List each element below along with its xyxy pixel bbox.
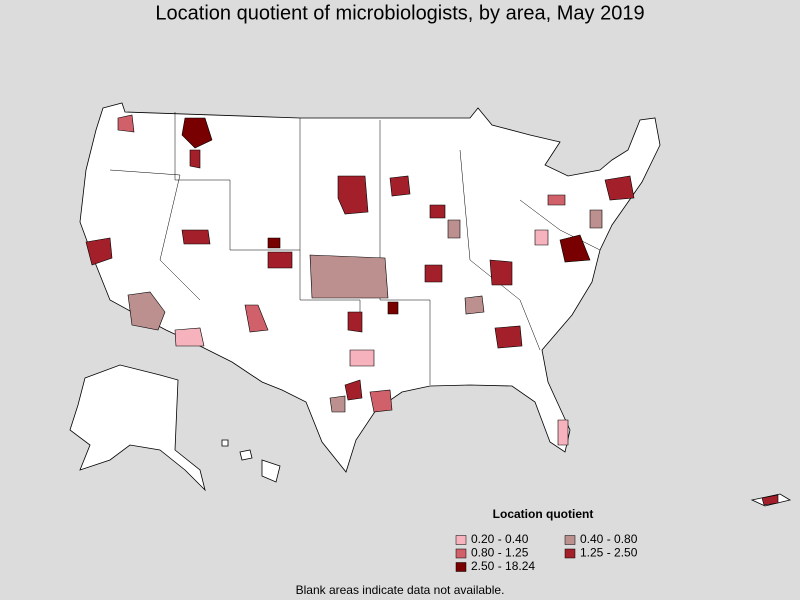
area <box>429 204 446 219</box>
legend-label: 0.80 - 1.25 <box>471 546 529 560</box>
area <box>189 149 201 169</box>
area <box>349 349 375 367</box>
state-lines <box>379 120 431 385</box>
area <box>604 175 635 201</box>
area <box>494 325 523 349</box>
areas <box>85 114 779 506</box>
area <box>337 175 369 215</box>
area <box>559 234 591 263</box>
area <box>117 114 135 133</box>
area <box>387 301 399 315</box>
state-lines <box>109 169 201 301</box>
area <box>464 295 485 315</box>
footnote: Blank areas indicate data not available. <box>296 583 505 597</box>
state-lines <box>174 112 361 330</box>
area <box>127 291 166 331</box>
area <box>489 259 513 286</box>
area <box>267 251 293 269</box>
area <box>244 304 269 333</box>
area <box>267 237 281 249</box>
area <box>181 229 211 245</box>
legend-swatch <box>455 548 467 559</box>
map <box>69 102 792 507</box>
legend-label: 2.50 - 18.24 <box>471 559 535 573</box>
map-title: Location quotient of microbiologists, by… <box>155 2 644 24</box>
hawaii <box>221 439 229 447</box>
legend-label: 1.25 - 2.50 <box>580 546 638 560</box>
alaska <box>69 364 206 492</box>
area <box>547 194 566 206</box>
area <box>447 219 461 239</box>
area <box>329 395 346 413</box>
legend-swatch <box>564 548 576 559</box>
legend-title: Location quotient <box>493 507 594 521</box>
state-lines <box>519 199 601 251</box>
area <box>557 419 569 446</box>
legend-label: 0.40 - 0.80 <box>580 532 638 546</box>
legend: Location quotient 0.20 - 0.40 0.40 - 0.80… <box>455 507 638 573</box>
area <box>344 379 363 401</box>
legend-label: 0.20 - 0.40 <box>471 532 529 546</box>
area <box>309 254 389 299</box>
area <box>174 327 205 347</box>
area <box>369 389 393 413</box>
area <box>181 117 213 149</box>
area <box>389 175 411 197</box>
area <box>589 209 603 229</box>
hawaii <box>261 459 281 483</box>
area <box>761 494 779 506</box>
hawaii <box>239 449 253 461</box>
area <box>85 237 113 266</box>
legend-swatch <box>455 535 467 545</box>
legend-swatch <box>455 562 467 572</box>
area <box>347 311 363 333</box>
area <box>424 264 443 283</box>
legend-swatch <box>564 535 576 545</box>
area <box>534 229 549 246</box>
